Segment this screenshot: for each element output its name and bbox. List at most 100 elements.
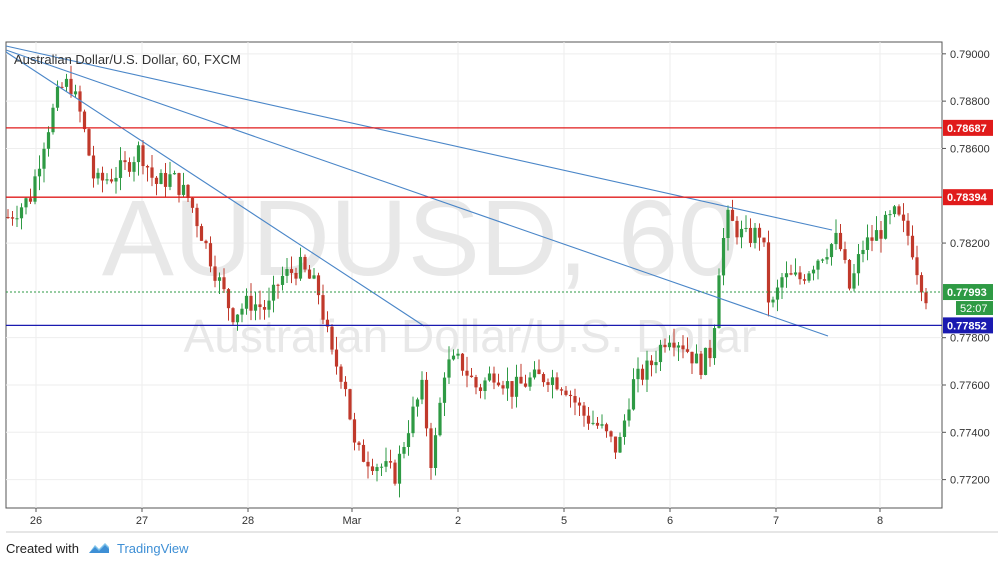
candle-body: [717, 275, 721, 329]
candle-body: [253, 304, 258, 311]
candle-body: [456, 353, 460, 356]
candle-body: [780, 277, 784, 288]
candle-body: [883, 214, 888, 239]
candle-body: [303, 256, 307, 270]
candle-body: [798, 272, 802, 280]
candle-body: [24, 198, 28, 208]
candle-body: [573, 396, 577, 403]
candle-body: [591, 422, 595, 424]
candle-body: [604, 424, 609, 432]
candle-body: [330, 326, 334, 350]
candle-body: [262, 307, 267, 310]
candle-body: [379, 466, 384, 468]
candle-body: [514, 376, 519, 397]
candle-body: [118, 160, 123, 178]
watermark-symbol: AUDUSD, 60: [102, 177, 738, 298]
candle-body: [285, 269, 289, 276]
countdown-box: [956, 301, 993, 316]
candle-body: [649, 360, 654, 366]
candle-body: [879, 230, 883, 239]
candle-body: [483, 380, 487, 392]
x-tick-label: 5: [561, 515, 567, 527]
candle-body: [168, 174, 172, 187]
candle-body: [874, 230, 879, 241]
candle-body: [478, 387, 483, 392]
candle-body: [505, 381, 510, 389]
candle-body: [721, 238, 726, 276]
tradingview-logo-icon[interactable]: [87, 541, 111, 555]
candle-body: [523, 383, 528, 387]
candle-body: [267, 300, 271, 310]
candle-body: [690, 351, 694, 364]
candle-body: [343, 381, 348, 390]
candle-body: [613, 436, 618, 453]
x-tick-label: 2: [455, 515, 461, 527]
candle-body: [366, 461, 370, 467]
candle-body: [888, 214, 892, 216]
candle-body: [420, 379, 424, 400]
trendline-1: [5, 45, 833, 231]
candle-body: [735, 220, 739, 238]
candle-body: [600, 424, 604, 426]
tradingview-link[interactable]: TradingView: [116, 540, 189, 556]
resistance-price-label-box: [943, 189, 993, 206]
candle-body: [897, 206, 901, 215]
candle-body: [370, 466, 375, 472]
candle-body: [402, 447, 406, 454]
candle-body: [901, 214, 906, 221]
candle-body: [564, 390, 568, 395]
candle-body: [730, 209, 735, 221]
candle-body: [105, 179, 109, 181]
candle-body: [334, 349, 339, 367]
candle-body: [820, 259, 825, 261]
candle-body: [492, 373, 496, 383]
candle-body: [586, 415, 591, 424]
candle-body: [631, 379, 636, 410]
candle-body: [186, 184, 190, 198]
candle-body: [127, 162, 132, 172]
candle-body: [78, 91, 82, 112]
candle-body: [307, 269, 312, 279]
candle-body: [312, 275, 316, 279]
candle-body: [906, 220, 910, 236]
candle-body: [55, 86, 60, 108]
candle-body: [163, 172, 168, 187]
candle-body: [924, 292, 928, 304]
y-tick-label: 0.78200: [950, 238, 990, 250]
candle-body: [199, 226, 204, 241]
candle-body: [361, 444, 366, 462]
candle-body: [582, 405, 586, 416]
candle-body: [46, 132, 51, 149]
candle-body: [357, 442, 361, 445]
chart-title: Australian Dollar/U.S. Dollar, 60, FXCM: [14, 52, 241, 67]
candle-body: [663, 344, 667, 348]
candle-body: [276, 284, 280, 286]
candle-body: [289, 269, 294, 273]
candle-body: [474, 377, 478, 388]
candle-body: [537, 369, 541, 375]
candle-body: [519, 376, 523, 384]
candle-body: [739, 228, 744, 238]
watermark-name: Australian Dollar/U.S. Dollar: [184, 310, 757, 362]
candle-body: [708, 347, 712, 359]
candle-body: [627, 409, 631, 421]
candle-body: [825, 257, 829, 260]
candle-body: [109, 179, 114, 182]
candle-body: [465, 370, 469, 376]
candle-body: [424, 379, 429, 429]
support-price-label: 0.77852: [947, 320, 987, 332]
current-price-label: 0.77993: [947, 287, 987, 299]
candle-body: [154, 177, 159, 184]
candle-body: [28, 198, 33, 202]
candle-body: [294, 272, 298, 279]
candle-body: [487, 373, 492, 381]
candle-body: [181, 184, 186, 195]
y-tick-label: 0.77800: [950, 333, 990, 345]
candle-body: [577, 402, 582, 406]
candle-body: [298, 256, 303, 279]
candle-body: [532, 369, 537, 378]
candle-body: [870, 237, 874, 241]
candle-body: [145, 166, 150, 168]
